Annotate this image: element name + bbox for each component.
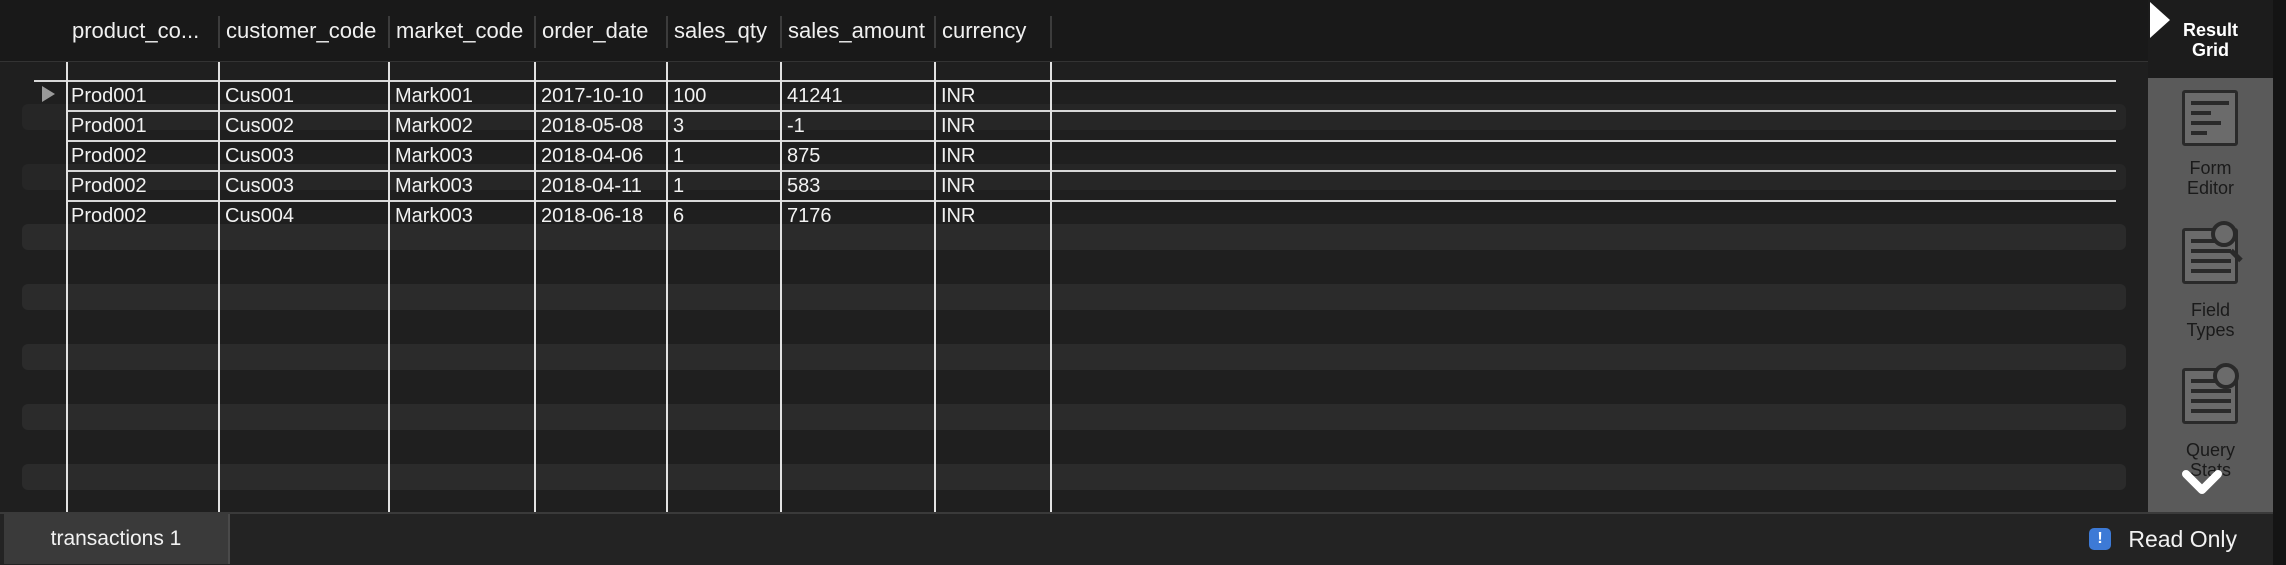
cell-order-date[interactable]: 2017-10-10 bbox=[541, 85, 644, 107]
cell-sales-qty[interactable]: 100 bbox=[673, 85, 707, 107]
side-item-label: Editor bbox=[2186, 178, 2235, 198]
column-header-customer-code[interactable]: customer_code bbox=[226, 18, 377, 43]
empty-row bbox=[22, 104, 2126, 130]
cell-market-code[interactable]: Mark003 bbox=[395, 205, 473, 227]
empty-row bbox=[22, 404, 2126, 430]
cell-product-code[interactable]: Prod002 bbox=[71, 145, 147, 167]
side-item-field-types[interactable]: Field Types bbox=[2148, 221, 2273, 360]
cell-customer-code[interactable]: Cus003 bbox=[225, 175, 294, 197]
column-separator[interactable] bbox=[218, 16, 220, 48]
side-item-form-editor[interactable]: Form Editor bbox=[2148, 84, 2273, 222]
table-top-border bbox=[66, 80, 2116, 82]
cell-sales-amount[interactable]: -1 bbox=[787, 115, 805, 137]
form-editor-icon bbox=[2182, 90, 2238, 146]
side-item-label: Types bbox=[2186, 320, 2235, 340]
grid-header: product_co... customer_code market_code … bbox=[0, 0, 2148, 62]
table-row[interactable]: Prod002 Cus003 Mark003 2018-04-06 1 875 … bbox=[66, 142, 2116, 172]
cell-customer-code[interactable]: Cus004 bbox=[225, 205, 294, 227]
cell-product-code[interactable]: Prod002 bbox=[71, 205, 147, 227]
side-item-label: Field bbox=[2190, 300, 2230, 320]
current-row-indicator-icon bbox=[42, 86, 55, 102]
chevron-down-icon[interactable] bbox=[2180, 462, 2224, 506]
cell-product-code[interactable]: Prod002 bbox=[71, 175, 147, 197]
read-only-status: Read Only bbox=[2128, 526, 2237, 552]
cell-market-code[interactable]: Mark003 bbox=[395, 145, 473, 167]
side-item-label: Grid bbox=[2191, 40, 2229, 60]
column-divider bbox=[934, 62, 936, 512]
column-divider bbox=[780, 62, 782, 512]
row-gutter-line bbox=[34, 80, 66, 82]
table-row[interactable]: Prod002 Cus004 Mark003 2018-06-18 6 7176… bbox=[66, 202, 2116, 232]
cell-customer-code[interactable]: Cus002 bbox=[225, 115, 294, 137]
column-divider bbox=[666, 62, 668, 512]
cell-order-date[interactable]: 2018-06-18 bbox=[541, 205, 644, 227]
cell-order-date[interactable]: 2018-04-11 bbox=[541, 175, 642, 197]
cell-order-date[interactable]: 2018-05-08 bbox=[541, 115, 644, 137]
column-separator[interactable] bbox=[780, 16, 782, 48]
result-grid-icon: Result Grid bbox=[2148, 20, 2273, 60]
active-item-arrow-icon bbox=[2150, 2, 2170, 38]
cell-order-date[interactable]: 2018-04-06 bbox=[541, 145, 644, 167]
column-divider bbox=[218, 62, 220, 512]
cell-currency[interactable]: INR bbox=[941, 205, 976, 227]
cell-currency[interactable]: INR bbox=[941, 115, 976, 137]
info-icon: ! bbox=[2089, 528, 2111, 550]
side-item-label: Form bbox=[2189, 158, 2232, 178]
cell-sales-amount[interactable]: 7176 bbox=[787, 205, 832, 227]
empty-row bbox=[22, 464, 2126, 490]
column-header-market-code[interactable]: market_code bbox=[396, 18, 524, 43]
cell-sales-amount[interactable]: 41241 bbox=[787, 85, 843, 107]
column-divider bbox=[66, 62, 68, 512]
table-row[interactable]: Prod002 Cus003 Mark003 2018-04-11 1 583 … bbox=[66, 172, 2116, 202]
cell-market-code[interactable]: Mark001 bbox=[395, 85, 473, 107]
column-header-sales-amount[interactable]: sales_amount bbox=[788, 18, 925, 43]
result-grid[interactable]: product_co... customer_code market_code … bbox=[0, 0, 2148, 512]
side-item-query-stats[interactable]: Query Stats bbox=[2148, 362, 2273, 500]
window-edge bbox=[2273, 0, 2286, 565]
side-item-label: Result bbox=[2182, 20, 2238, 40]
cell-currency[interactable]: INR bbox=[941, 85, 976, 107]
column-separator[interactable] bbox=[534, 16, 536, 48]
side-item-label: Query bbox=[2185, 440, 2236, 460]
cell-sales-qty[interactable]: 1 bbox=[673, 145, 685, 167]
empty-row bbox=[22, 344, 2126, 370]
column-header-sales-qty[interactable]: sales_qty bbox=[674, 18, 767, 43]
query-stats-icon bbox=[2182, 363, 2239, 424]
side-item-result-grid[interactable]: Result Grid bbox=[2148, 0, 2273, 138]
tab-transactions-1[interactable]: transactions 1 bbox=[4, 514, 230, 564]
cell-sales-qty[interactable]: 3 bbox=[673, 115, 685, 137]
column-divider bbox=[388, 62, 390, 512]
cell-customer-code[interactable]: Cus003 bbox=[225, 145, 294, 167]
cell-sales-qty[interactable]: 6 bbox=[673, 205, 685, 227]
column-separator[interactable] bbox=[388, 16, 390, 48]
column-separator[interactable] bbox=[934, 16, 936, 48]
bottom-bar: transactions 1 ! Read Only bbox=[0, 512, 2273, 565]
column-separator[interactable] bbox=[1050, 16, 1052, 48]
cell-sales-amount[interactable]: 583 bbox=[787, 175, 821, 197]
cell-customer-code[interactable]: Cus001 bbox=[225, 85, 294, 107]
column-separator[interactable] bbox=[666, 16, 668, 48]
cell-product-code[interactable]: Prod001 bbox=[71, 85, 147, 107]
cell-market-code[interactable]: Mark003 bbox=[395, 175, 473, 197]
cell-currency[interactable]: INR bbox=[941, 145, 976, 167]
empty-row bbox=[22, 224, 2126, 250]
cell-sales-amount[interactable]: 875 bbox=[787, 145, 821, 167]
table-row[interactable]: Prod001 Cus002 Mark002 2018-05-08 3 -1 I… bbox=[66, 112, 2116, 142]
cell-sales-qty[interactable]: 1 bbox=[673, 175, 685, 197]
column-divider bbox=[534, 62, 536, 512]
empty-row bbox=[22, 284, 2126, 310]
column-header-order-date[interactable]: order_date bbox=[542, 18, 649, 43]
field-types-icon bbox=[2182, 221, 2243, 284]
table-row[interactable]: Prod001 Cus001 Mark001 2017-10-10 100 41… bbox=[66, 82, 2116, 112]
cell-product-code[interactable]: Prod001 bbox=[71, 115, 147, 137]
column-divider bbox=[1050, 62, 1052, 512]
column-header-currency[interactable]: currency bbox=[942, 18, 1027, 43]
column-header-product-code[interactable]: product_co... bbox=[72, 18, 200, 43]
cell-market-code[interactable]: Mark002 bbox=[395, 115, 473, 137]
cell-currency[interactable]: INR bbox=[941, 175, 976, 197]
empty-row bbox=[22, 164, 2126, 190]
